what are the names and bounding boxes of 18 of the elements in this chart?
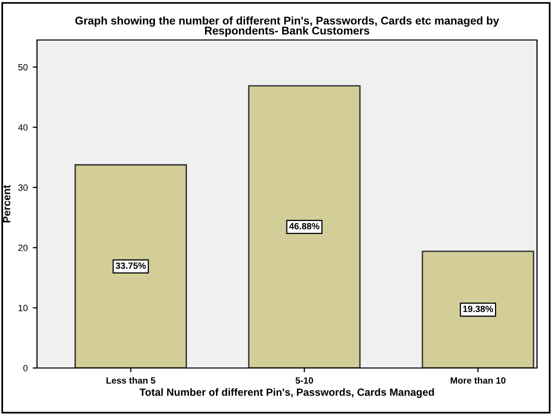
data-label: 46.88% [289,222,320,230]
y-tick-label: 0 [23,364,28,372]
x-tick-label: More than 10 [450,377,506,384]
chart-title: Graph showing the number of different Pin's, Passwords, Cards etc managed by Respondents- Bank Customers [75,16,500,37]
y-axis-title: Percent [3,185,10,222]
y-tick-label: 10 [18,304,28,312]
bar [422,250,534,368]
data-label: 33.75% [116,262,146,269]
y-tick-label: 30 [18,184,28,191]
y-tick-label: 50 [18,64,28,70]
x-tick-label: Less than 5 [106,377,156,384]
x-axis-title: Total Number of different Pin's, Passwords, Cards Managed [140,388,434,398]
bar [248,85,361,368]
y-tick-label: 20 [18,244,28,251]
data-label: 19.38% [463,306,494,312]
bar [74,164,187,368]
y-tick-label: 40 [18,124,28,131]
x-tick-label: 5-10 [296,377,314,384]
